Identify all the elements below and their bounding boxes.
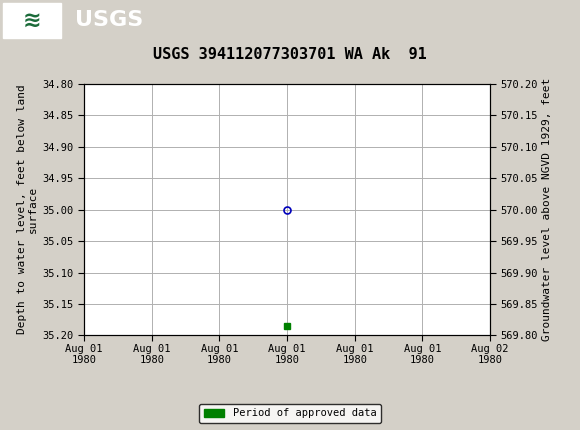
Legend: Period of approved data: Period of approved data [200, 404, 380, 423]
Bar [3, 3, 61, 37]
Y-axis label: Groundwater level above NGVD 1929, feet: Groundwater level above NGVD 1929, feet [542, 78, 552, 341]
Text: USGS: USGS [75, 10, 144, 31]
Text: USGS 394112077303701 WA Ak  91: USGS 394112077303701 WA Ak 91 [153, 47, 427, 62]
Text: ≋: ≋ [23, 10, 41, 31]
Y-axis label: Depth to water level, feet below land
surface: Depth to water level, feet below land su… [17, 85, 38, 335]
